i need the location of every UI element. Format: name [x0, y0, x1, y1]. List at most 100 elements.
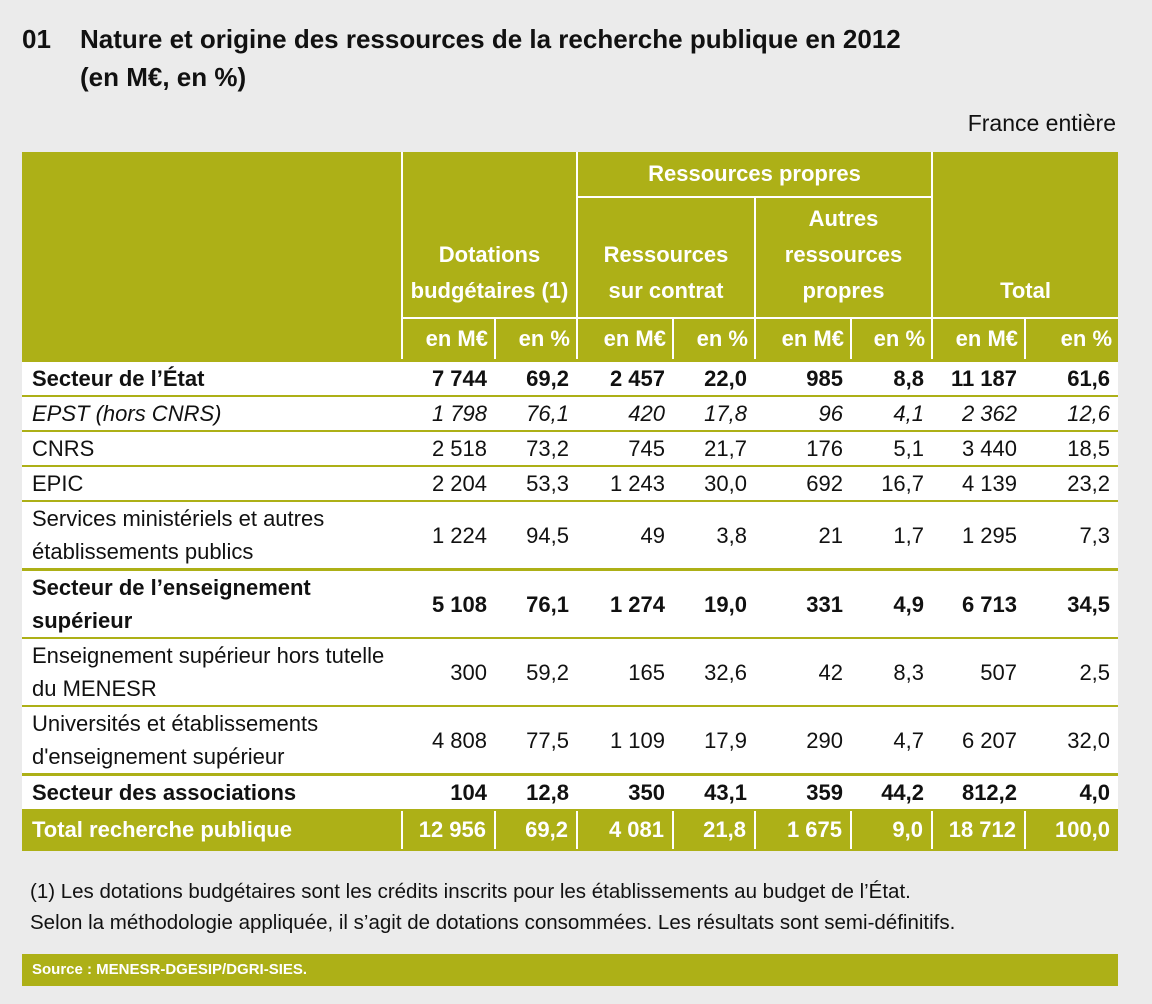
cell: 2 204 [402, 466, 495, 502]
header-cell: Total [931, 152, 1119, 319]
cell: 12,6 [1025, 396, 1119, 432]
row-label: CNRS [22, 431, 402, 467]
cell: 94,5 [495, 501, 577, 571]
cell: 2 362 [932, 396, 1026, 432]
title-block: 01 Nature et origine des ressources de la… [22, 20, 901, 96]
source-bar: Source : MENESR-DGESIP/DGRI-SIES. [22, 954, 1118, 986]
cell: 34,5 [1025, 568, 1119, 639]
cell: 4,0 [1025, 773, 1119, 811]
cell: 985 [755, 359, 851, 397]
cell: 49 [577, 501, 673, 571]
cell: 2 457 [577, 359, 673, 397]
figure-number: 01 [22, 24, 51, 54]
cell: 8,8 [851, 359, 933, 397]
header-cell: Ressources propres [575, 152, 933, 198]
cell: 17,8 [673, 396, 755, 432]
cell: 5,1 [851, 431, 933, 467]
subtitle: (en M€, en %) [80, 62, 247, 92]
cell: 1,7 [851, 501, 933, 571]
cell: 1 274 [577, 568, 673, 639]
cell: 18,5 [1025, 431, 1119, 467]
table-row: EPIC 2 204 53,3 1 243 30,0 692 16,7 4 139 23,2 [22, 466, 1119, 502]
unit-header: en % [849, 318, 933, 362]
cell: 21 [755, 501, 851, 571]
cell: 21,7 [673, 431, 755, 467]
cell: 331 [755, 568, 851, 639]
cell: 96 [755, 396, 851, 432]
cell: 53,3 [495, 466, 577, 502]
header-cell: Autres ressources propres [753, 197, 933, 319]
footnote-line: Selon la méthodologie appliquée, il s’ag… [30, 911, 956, 934]
title: Nature et origine des ressources de la r… [80, 24, 901, 54]
cell: 7,3 [1025, 501, 1119, 571]
unit-header: en % [494, 318, 577, 362]
cell: 61,6 [1025, 359, 1119, 397]
row-label: Services ministériels et autres établiss… [22, 501, 402, 571]
cell: 1 675 [754, 810, 851, 851]
unit-header: en M€ [931, 318, 1026, 362]
row-label: EPIC [22, 466, 402, 502]
cell: 6 207 [932, 706, 1026, 776]
cell: 420 [577, 396, 673, 432]
cell: 692 [755, 466, 851, 502]
cell: 2,5 [1025, 638, 1119, 707]
cell: 69,2 [494, 810, 577, 851]
table-row: EPST (hors CNRS) 1 798 76,1 420 17,8 96 4,1 2 3… [22, 396, 1119, 432]
table-row: Universités et établissements d'enseigne… [22, 706, 1119, 776]
cell: 59,2 [495, 638, 577, 707]
cell: 4 139 [932, 466, 1026, 502]
unit-header: en M€ [576, 318, 673, 362]
cell: 812,2 [932, 773, 1026, 811]
table-row: Enseignement supérieur hors tutelle du M… [22, 638, 1119, 707]
cell: 3 440 [932, 431, 1026, 467]
data-table: Dotations budgétaires (1) Ressources pro… [22, 152, 1119, 851]
cell: 12,8 [495, 773, 577, 811]
scope: France entière [967, 110, 1116, 136]
cell: 76,1 [495, 396, 577, 432]
cell: 11 187 [932, 359, 1026, 397]
cell: 8,3 [851, 638, 933, 707]
cell: 1 224 [402, 501, 495, 571]
cell: 17,9 [673, 706, 755, 776]
cell: 44,2 [851, 773, 933, 811]
row-label: Secteur de l’enseignement supérieur [22, 568, 402, 639]
cell: 9,0 [849, 810, 933, 851]
table-row: CNRS 2 518 73,2 745 21,7 176 5,1 3 440 18,5 [22, 431, 1119, 467]
cell: 76,1 [495, 568, 577, 639]
unit-header: en M€ [754, 318, 851, 362]
cell: 4 808 [402, 706, 495, 776]
cell: 12 956 [401, 810, 495, 851]
table-row: Services ministériels et autres établiss… [22, 501, 1119, 571]
cell: 100,0 [1024, 810, 1119, 851]
cell: 104 [402, 773, 495, 811]
header-cell [22, 152, 402, 362]
row-label: Enseignement supérieur hors tutelle du M… [22, 638, 402, 707]
table-row: Secteur des associations 104 12,8 350 43,1 35… [22, 773, 1119, 811]
row-label: Total recherche publique [22, 810, 402, 851]
row-label: EPST (hors CNRS) [22, 396, 402, 432]
cell: 5 108 [402, 568, 495, 639]
unit-header: en % [672, 318, 755, 362]
unit-header: en % [1024, 318, 1119, 362]
cell: 350 [577, 773, 673, 811]
cell: 6 713 [932, 568, 1026, 639]
cell: 300 [402, 638, 495, 707]
source: Source : MENESR-DGESIP/DGRI-SIES. [32, 961, 308, 978]
row-label: Secteur de l’État [22, 359, 402, 397]
cell: 4,9 [851, 568, 933, 639]
unit-header: en M€ [401, 318, 495, 362]
cell: 4 081 [576, 810, 673, 851]
cell: 4,7 [851, 706, 933, 776]
cell: 7 744 [402, 359, 495, 397]
cell: 21,8 [672, 810, 755, 851]
row-label: Universités et établissements d'enseigne… [22, 706, 402, 776]
table-row: Secteur de l’enseignement supérieur 5 108… [22, 568, 1119, 639]
footnote-line: (1) Les dotations budgétaires sont les c… [30, 880, 911, 903]
cell: 16,7 [851, 466, 933, 502]
cell: 23,2 [1025, 466, 1119, 502]
cell: 19,0 [673, 568, 755, 639]
table-row: Total recherche publique 12 956 69,2 4 081 2… [22, 810, 1119, 851]
cell: 359 [755, 773, 851, 811]
cell: 1 109 [577, 706, 673, 776]
